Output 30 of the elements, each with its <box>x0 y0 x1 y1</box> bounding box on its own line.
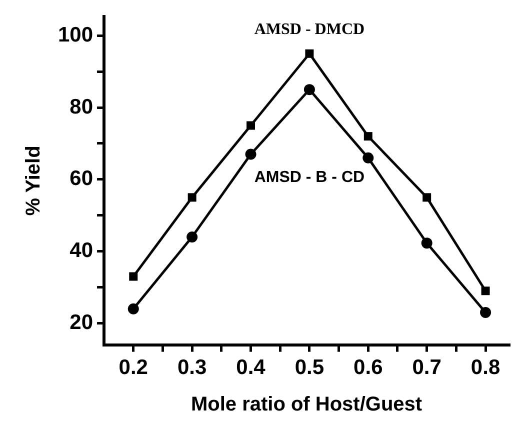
point <box>304 84 315 96</box>
point <box>305 49 314 58</box>
point <box>480 306 492 318</box>
y-tick-label: 80 <box>70 95 94 118</box>
point <box>186 231 198 242</box>
point <box>422 193 432 202</box>
x-tick-label: 0.4 <box>236 356 266 380</box>
point <box>364 132 372 141</box>
y-tick-label: 100 <box>58 23 94 46</box>
point <box>481 286 490 296</box>
point <box>128 303 139 314</box>
y-tick-label: 60 <box>70 167 94 190</box>
x-tick-label: 0.2 <box>118 356 148 380</box>
x-tick-label: 0.3 <box>177 356 207 380</box>
point <box>129 272 138 281</box>
y-tick-label: 20 <box>70 311 94 334</box>
point <box>245 148 256 160</box>
series-label: AMSD - B - CD <box>254 168 365 186</box>
point <box>246 121 256 130</box>
x-tick-label: 0.6 <box>354 356 383 380</box>
x-tick-label: 0.5 <box>294 356 324 380</box>
x-tick-label: 0.8 <box>470 356 500 380</box>
series-label: AMSD - DMCD <box>254 20 365 38</box>
point <box>362 152 374 164</box>
point <box>188 193 196 202</box>
x-tick-label: 0.7 <box>412 356 442 380</box>
y-tick-label: 40 <box>70 239 94 262</box>
y-axis-title: % Yield <box>22 146 45 216</box>
x-axis-title: Mole ratio of Host/Guest <box>190 394 422 416</box>
point <box>421 238 432 249</box>
